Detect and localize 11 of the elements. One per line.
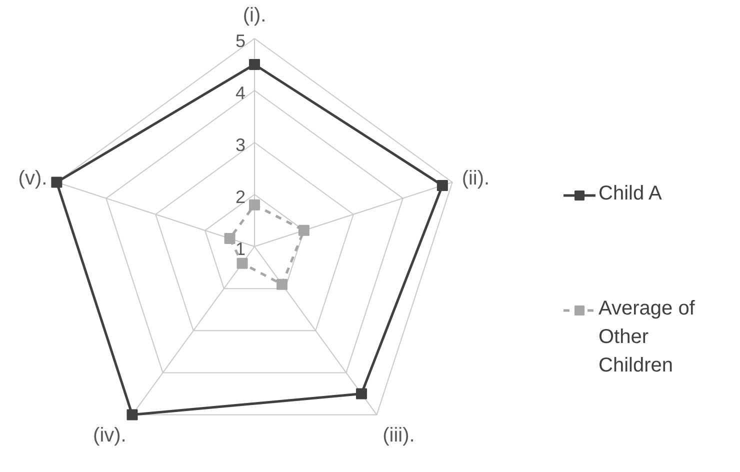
spoke-label: (iii). (382, 424, 415, 446)
y-tick-label: 4 (235, 83, 246, 103)
y-tick-label: 5 (235, 31, 246, 51)
spoke-label: (iv). (93, 424, 126, 446)
spoke-label: (i). (242, 4, 266, 26)
spoke-label: (v). (18, 168, 48, 190)
y-tick-label: 3 (235, 135, 246, 155)
y-tick-label: 2 (235, 187, 246, 207)
legend-label: Average of Other Children (598, 298, 696, 377)
legend-label: Child A (598, 182, 663, 204)
spoke-label: (ii). (462, 168, 490, 190)
